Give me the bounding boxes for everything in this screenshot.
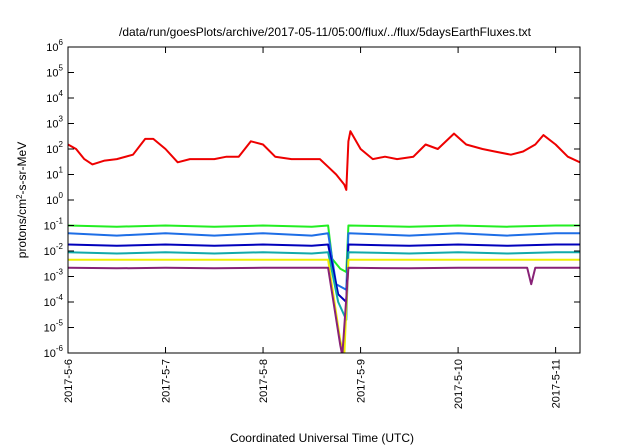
series-line-4 xyxy=(68,243,580,303)
x-axis-ticks: 2017-5-6 2017-5-7 2017-5-8 2017-5-9 2017-5-1… xyxy=(63,47,563,409)
x-tick-label: 2017-5-10 xyxy=(453,359,465,409)
x-axis-label: Coordinated Universal Time (UTC) xyxy=(230,431,414,445)
y-tick-label: 10-6 xyxy=(44,344,64,360)
y-axis-ticks: 10-6 10-5 10-4 10-3 10-2 10-1 100 101 102 103 104 1… xyxy=(44,38,580,360)
x-tick-label: 2017-5-11 xyxy=(551,359,563,408)
x-tick-label: 2017-5-7 xyxy=(161,359,173,403)
series-line-3 xyxy=(68,232,580,291)
x-tick-label: 2017-5-9 xyxy=(356,359,368,403)
series-line-6 xyxy=(68,258,580,353)
series-line-7 xyxy=(68,266,580,353)
y-tick-label: 100 xyxy=(46,191,63,207)
y-tick-label: 10-3 xyxy=(44,268,64,284)
x-tick-label: 2017-5-8 xyxy=(258,359,270,403)
y-tick-label: 10-5 xyxy=(44,319,64,335)
chart-title: /data/run/goesPlots/archive/2017-05-11/0… xyxy=(119,25,532,39)
plot-frame xyxy=(67,46,581,354)
series-line-1 xyxy=(68,130,580,191)
series-line-2 xyxy=(68,224,580,273)
y-tick-label: 101 xyxy=(46,166,63,182)
y-tick-label: 104 xyxy=(46,89,63,105)
plot-lines xyxy=(68,130,580,353)
y-tick-label: 10-4 xyxy=(44,293,64,309)
y-tick-label: 105 xyxy=(46,64,63,80)
y-tick-label: 10-2 xyxy=(44,242,64,258)
y-axis-label: protons/cm2-s-sr-MeV xyxy=(15,142,30,258)
x-tick-label: 2017-5-6 xyxy=(63,359,75,403)
y-tick-label: 102 xyxy=(46,140,63,156)
series-line-5 xyxy=(68,251,580,321)
y-tick-label: 103 xyxy=(46,115,63,131)
y-tick-label: 10-1 xyxy=(44,217,64,233)
y-tick-label: 106 xyxy=(46,38,63,54)
